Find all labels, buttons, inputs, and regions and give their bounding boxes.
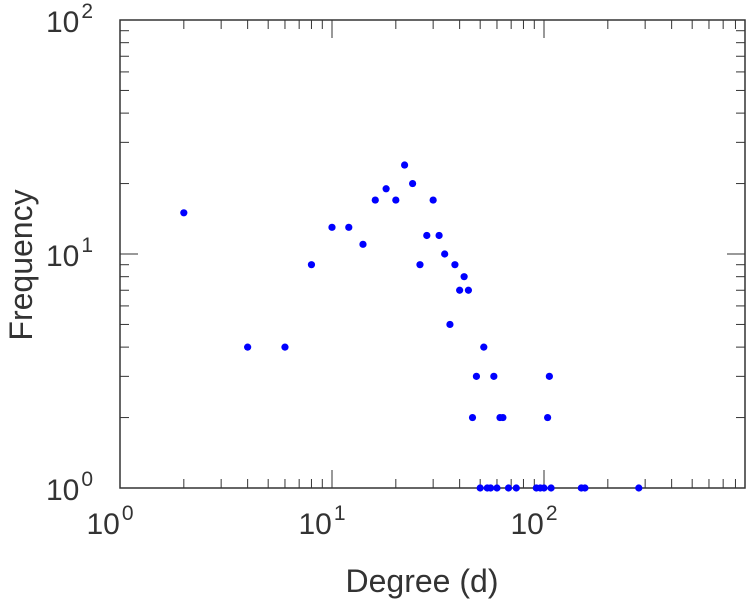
data-point	[512, 484, 520, 492]
data-point	[490, 372, 498, 380]
data-point	[400, 161, 409, 169]
data-point	[382, 185, 390, 193]
data-point	[504, 484, 513, 492]
plot-frame	[119, 19, 746, 489]
data-point	[180, 209, 188, 217]
data-point	[460, 273, 468, 281]
data-point	[328, 223, 336, 231]
y-axis-label: Frequency	[3, 189, 39, 340]
data-point	[547, 484, 555, 492]
axis-ticks	[119, 20, 745, 489]
y-tick-label: 101	[46, 234, 93, 273]
x-tick-exponent: 1	[334, 502, 346, 525]
data-point	[371, 196, 379, 204]
data-point	[392, 196, 400, 204]
data-point	[581, 484, 589, 492]
data-point	[545, 372, 553, 380]
x-tick-label: 100	[86, 502, 133, 541]
y-tick-exponent: 1	[81, 234, 93, 257]
data-point	[423, 231, 431, 240]
data-point	[451, 261, 459, 269]
y-tick-exponent: 2	[81, 0, 93, 23]
data-point	[499, 413, 507, 422]
data-point	[429, 196, 437, 204]
y-tick-label: 100	[46, 468, 93, 507]
data-point	[416, 261, 424, 269]
data-point	[244, 343, 252, 351]
x-axis-label: Degree (d)	[346, 563, 499, 599]
data-point	[409, 179, 417, 188]
x-tick-exponent: 2	[546, 502, 558, 525]
data-point	[493, 484, 501, 492]
data-point	[480, 343, 488, 351]
data-point	[359, 240, 367, 248]
data-point	[345, 223, 353, 231]
data-point	[435, 231, 443, 240]
data-point	[468, 413, 477, 422]
x-tick-label: 101	[298, 502, 345, 541]
data-point	[307, 261, 316, 269]
y-tick-label: 102	[46, 0, 93, 39]
x-tick-exponent: 0	[122, 502, 134, 525]
data-point	[540, 484, 548, 492]
data-point	[281, 343, 289, 351]
data-point	[476, 484, 484, 492]
data-points	[180, 161, 643, 492]
data-point	[446, 320, 454, 329]
data-point	[441, 250, 449, 258]
y-tick-exponent: 0	[81, 468, 93, 491]
data-point	[635, 484, 643, 492]
data-point	[544, 413, 552, 422]
data-point	[456, 286, 464, 294]
x-tick-label: 102	[510, 502, 557, 541]
data-point	[487, 484, 495, 492]
data-point	[472, 372, 481, 380]
data-point	[464, 286, 473, 294]
